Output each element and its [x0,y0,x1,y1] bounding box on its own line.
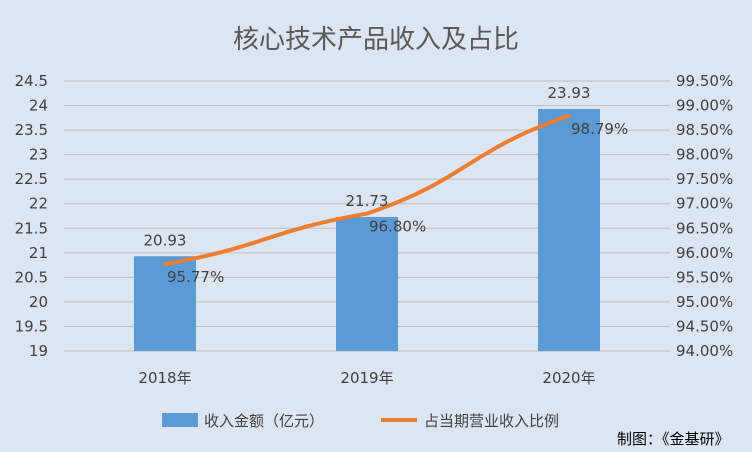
right-tick-label: 95.50% [676,268,733,286]
left-tick-label: 20 [29,293,48,311]
right-tick-label: 98.00% [676,146,733,164]
x-axis-ticks: 2018年 2019年 2020年 [138,369,595,387]
right-tick-label: 96.50% [676,219,733,237]
line-value-label: 95.77% [167,268,224,286]
bar [336,216,398,351]
right-tick-label: 96.00% [676,244,733,262]
left-axis-ticks: 19 19.5 20 20.5 21 21.5 22 22.5 23 23.5 24 24.5 [15,72,48,360]
line-value-label: 96.80% [369,218,426,236]
right-tick-label: 97.50% [676,170,733,188]
left-tick-label: 21.5 [15,219,48,237]
right-tick-label: 97.00% [676,195,733,213]
left-tick-label: 19 [29,342,48,360]
right-tick-label: 94.50% [676,317,733,335]
bar-value-label: 20.93 [144,231,187,249]
bar-value-label: 23.93 [548,84,591,102]
legend-line-label: 占当期营业收入比例 [424,412,559,430]
left-tick-label: 19.5 [15,317,48,335]
right-tick-label: 95.00% [676,293,733,311]
x-tick-label: 2018年 [138,369,191,387]
right-tick-label: 98.50% [676,121,733,139]
left-tick-label: 24 [29,97,48,115]
data-labels: 20.93 21.73 23.93 95.77% 96.80% 98.79% [144,84,629,286]
x-tick-label: 2019年 [340,369,393,387]
bar-series [134,108,600,352]
right-tick-label: 94.00% [676,342,733,360]
bar [538,108,600,352]
left-tick-label: 23 [29,146,48,164]
line-series [163,113,571,267]
bar [134,256,196,351]
left-tick-label: 21 [29,244,48,262]
legend-bar-swatch [162,413,198,427]
left-tick-label: 24.5 [15,72,48,90]
ratio-line [163,113,571,267]
chart-title: 核心技术产品收入及占比 [233,25,519,55]
left-tick-label: 23.5 [15,121,48,139]
left-tick-label: 22.5 [15,170,48,188]
bar-value-label: 21.73 [346,192,389,210]
line-value-label: 98.79% [571,120,628,138]
credit-text: 制图：《金基研》 [617,430,730,448]
legend: 收入金额（亿元） 占当期营业收入比例 [162,412,559,430]
right-tick-label: 99.50% [676,72,733,90]
x-tick-label: 2020年 [542,369,595,387]
legend-bar-label: 收入金额（亿元） [204,412,324,430]
left-tick-label: 20.5 [15,268,48,286]
right-axis-ticks: 94.00% 94.50% 95.00% 95.50% 96.00% 96.50% 97.0… [676,72,733,360]
right-tick-label: 99.00% [676,97,733,115]
left-tick-label: 22 [29,195,48,213]
